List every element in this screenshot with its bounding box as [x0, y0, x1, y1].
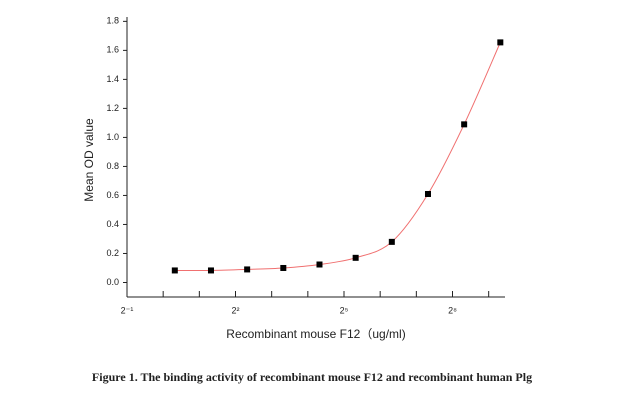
y-tick-label: 1.0: [106, 132, 119, 142]
y-tick-label: 1.4: [106, 74, 119, 84]
y-tick-label: 0.6: [106, 190, 119, 200]
data-point: [244, 266, 251, 273]
y-tick-label: 0.4: [106, 219, 119, 229]
x-axis-label: Recombinant mouse F12（ug/ml): [226, 327, 405, 341]
data-point: [461, 121, 468, 128]
data-point: [352, 254, 359, 261]
y-tick-label: 1.2: [106, 103, 119, 113]
y-tick-label: 0.2: [106, 248, 119, 258]
data-point: [497, 39, 504, 46]
data-point: [207, 267, 214, 274]
x-tick-label: 2²: [231, 305, 239, 315]
x-tick-label: 2⁸: [448, 305, 457, 315]
fit-curve: [174, 42, 501, 272]
y-tick-label: 0.8: [106, 161, 119, 171]
x-tick-label: 2⁵: [340, 305, 349, 315]
data-point: [316, 261, 323, 268]
caption: Figure 1. The binding activity of recomb…: [92, 370, 532, 384]
y-tick-label: 1.6: [106, 45, 119, 55]
x-tick-label: 2⁻¹: [121, 305, 134, 315]
y-tick-label: 1.8: [106, 16, 119, 26]
data-point: [388, 238, 395, 245]
data-point: [424, 190, 431, 197]
data-point: [280, 264, 287, 271]
y-tick-label: 0.0: [106, 277, 119, 287]
data-point: [171, 267, 178, 274]
y-axis-label: Mean OD value: [82, 118, 96, 202]
